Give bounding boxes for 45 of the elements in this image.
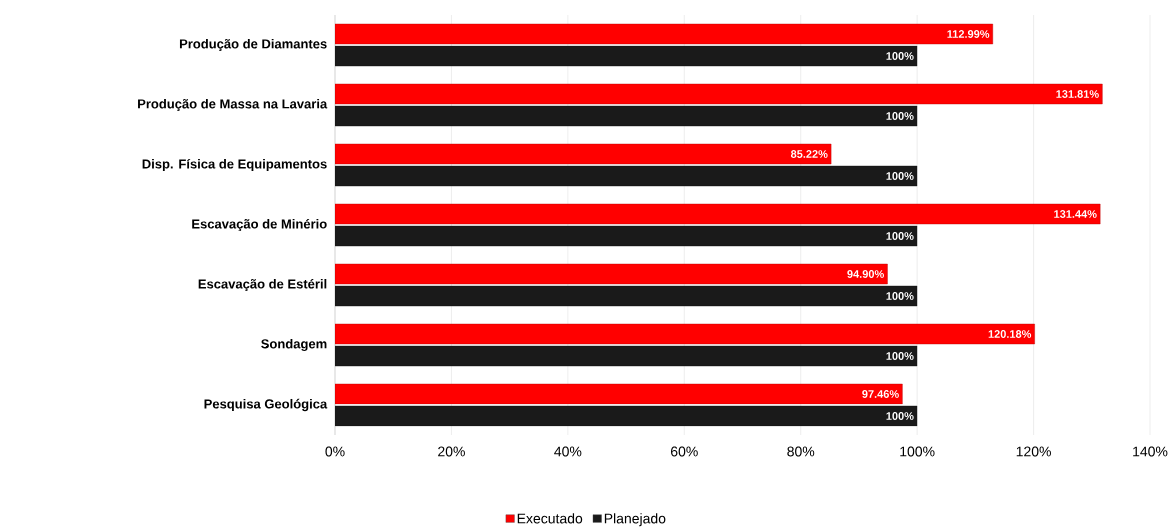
x-tick-label: 80% — [787, 446, 815, 457]
data-label: 112.99% — [947, 30, 990, 38]
bar — [335, 105, 918, 127]
y-tick-label: Produção de Diamantes — [179, 38, 327, 52]
bar — [335, 45, 918, 67]
data-label: 100% — [886, 112, 914, 120]
data-label: 131.44% — [1054, 210, 1097, 218]
bar — [335, 23, 993, 45]
data-label: 100% — [886, 412, 914, 420]
bar — [335, 263, 888, 285]
data-label: 94.90% — [847, 270, 884, 278]
x-tick-label: 60% — [670, 446, 698, 457]
legend-label: Executado — [517, 513, 583, 524]
x-tick-label: 40% — [554, 446, 582, 457]
x-tick-label: 120% — [1016, 446, 1051, 457]
data-label: 85.22% — [790, 150, 828, 158]
bar — [335, 165, 918, 187]
data-label: 97.46% — [862, 390, 899, 398]
bar — [335, 83, 1103, 105]
y-tick-label: Pesquisa Geológica — [204, 398, 328, 412]
y-tick-label: Escavação de Estéril — [198, 278, 327, 292]
data-label: 100% — [886, 52, 914, 60]
bar — [335, 225, 918, 247]
bar — [335, 345, 918, 367]
x-tick-label: 0% — [325, 446, 345, 457]
data-label: 100% — [886, 232, 914, 240]
data-label: 100% — [886, 172, 914, 180]
y-tick-label: Escavação de Minério — [192, 218, 327, 232]
y-tick-label: Produção de Massa na Lavaria — [138, 98, 328, 112]
data-label: 120.18% — [988, 330, 1032, 338]
bar — [335, 285, 918, 307]
y-tick-label: Sondagem — [261, 338, 327, 352]
y-tick-label: Disp. Física de Equipamentos — [142, 158, 327, 172]
bar — [335, 383, 903, 405]
data-label: 131.81% — [1056, 90, 1099, 98]
data-label: 100% — [886, 352, 914, 360]
x-tick-label: 140% — [1133, 446, 1168, 457]
bar — [335, 323, 1035, 345]
bar — [335, 143, 832, 165]
data-label: 100% — [886, 292, 914, 300]
bar — [335, 203, 1101, 225]
x-tick-label: 100% — [900, 446, 935, 457]
legend-label: Planejado — [604, 513, 666, 527]
bar — [335, 405, 918, 427]
x-tick-label: 20% — [438, 446, 465, 457]
